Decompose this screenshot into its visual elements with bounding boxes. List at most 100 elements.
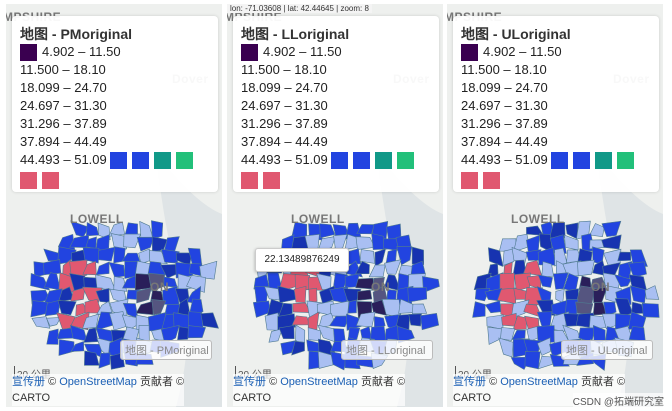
region	[502, 248, 516, 266]
region	[280, 340, 297, 356]
region	[368, 264, 386, 278]
region	[268, 328, 283, 343]
legend-swatch	[461, 172, 478, 190]
region	[537, 274, 553, 288]
map-label: LOWELL	[70, 212, 124, 226]
legend-row: 31.296 – 37.89	[241, 116, 328, 131]
legend-label: 18.099 – 24.70	[20, 80, 107, 95]
attribution-sep: ©	[489, 376, 498, 388]
legend-row	[461, 172, 505, 190]
legend-row: 11.500 – 18.10	[461, 62, 547, 77]
region	[151, 220, 164, 240]
layer-button[interactable]: 地图 - LLoriginal	[341, 340, 433, 360]
region	[278, 325, 295, 339]
legend-row	[20, 172, 64, 190]
region	[123, 233, 142, 249]
map-panel: MPSHIREDoverLOWELLON地图 - PMoriginal4.902…	[6, 4, 222, 407]
legend-row: 44.493 – 51.09	[20, 152, 198, 170]
region	[200, 312, 219, 329]
legend-swatch	[572, 152, 590, 170]
region	[293, 285, 307, 303]
region	[136, 236, 155, 252]
region	[374, 316, 386, 330]
region	[46, 317, 62, 327]
legend-label: 37.894 – 44.49	[20, 134, 107, 149]
region	[536, 311, 553, 329]
region	[575, 301, 594, 316]
link[interactable]: OpenStreetMap	[59, 376, 137, 388]
region	[291, 340, 305, 356]
map-label: LOWELL	[511, 212, 565, 226]
region	[109, 311, 127, 331]
legend-row: 4.902 – 11.50	[20, 44, 121, 62]
legend-row: 24.697 – 31.30	[461, 98, 548, 113]
region	[359, 249, 375, 264]
region	[407, 287, 428, 303]
legend-swatch	[241, 172, 258, 190]
legend-row: 44.493 – 51.09	[461, 152, 639, 170]
legend-title: 地图 - ULoriginal	[461, 26, 571, 42]
layer-button[interactable]: 地图 - ULoriginal	[561, 340, 653, 360]
link[interactable]: 宣传册	[453, 376, 486, 388]
link[interactable]: OpenStreetMap	[280, 376, 358, 388]
legend-label: 37.894 – 44.49	[241, 134, 328, 149]
link[interactable]: 宣传册	[233, 376, 266, 388]
link[interactable]: 宣传册	[12, 376, 45, 388]
legend-swatch	[175, 152, 193, 170]
link[interactable]: OpenStreetMap	[500, 376, 578, 388]
region	[601, 220, 622, 237]
region	[577, 259, 595, 277]
legend-swatch	[594, 152, 612, 170]
region	[500, 327, 516, 341]
region	[308, 287, 318, 303]
region	[319, 223, 336, 239]
region	[70, 287, 86, 302]
status-bar: lon: -71.03608 | lat: 42.44645 | zoom: 8	[227, 4, 372, 13]
legend-label: 24.697 – 31.30	[241, 98, 328, 113]
region	[199, 260, 218, 280]
legend-label: 24.697 – 31.30	[20, 98, 107, 113]
legend-label: 4.902 – 11.50	[483, 44, 562, 59]
legend-row: 31.296 – 37.89	[20, 116, 107, 131]
region	[644, 285, 660, 300]
legend-swatch	[396, 152, 414, 170]
tooltip: 22.13489876249	[255, 248, 349, 272]
legend-swatch	[483, 172, 500, 190]
legend-label: 18.099 – 24.70	[461, 80, 548, 95]
region	[160, 324, 180, 345]
legend-label: 44.493 – 51.09	[241, 152, 328, 167]
region	[307, 327, 321, 341]
legend-label: 31.296 – 37.89	[20, 116, 107, 131]
legend-swatch	[20, 172, 37, 190]
region	[277, 302, 293, 319]
region	[537, 355, 554, 370]
legend-swatch	[42, 172, 59, 190]
region	[603, 301, 617, 317]
legend-row: 4.902 – 11.50	[241, 44, 342, 62]
region	[488, 247, 504, 267]
legend-label: 31.296 – 37.89	[241, 116, 328, 131]
region	[43, 259, 62, 275]
region	[498, 337, 514, 358]
legend-label: 11.500 – 18.10	[20, 62, 106, 77]
region	[630, 285, 647, 304]
legend-swatch	[263, 172, 280, 190]
region	[95, 288, 110, 303]
region	[553, 272, 569, 290]
region	[355, 260, 370, 275]
legend-row: 24.697 – 31.30	[241, 98, 328, 113]
legend-title: 地图 - LLoriginal	[241, 26, 350, 42]
region	[524, 350, 541, 370]
layer-button[interactable]: 地图 - PMoriginal	[120, 340, 212, 360]
region	[511, 329, 526, 340]
region	[264, 312, 279, 331]
region	[97, 246, 116, 262]
attribution-text: 贡献者 ©	[360, 376, 406, 388]
region	[328, 315, 350, 328]
legend-swatch	[241, 44, 258, 62]
legend-row: 18.099 – 24.70	[241, 80, 328, 95]
attribution-line2: CARTO	[453, 392, 492, 404]
region	[96, 261, 110, 276]
legend-label: 4.902 – 11.50	[263, 44, 342, 59]
legend-row	[241, 172, 285, 190]
